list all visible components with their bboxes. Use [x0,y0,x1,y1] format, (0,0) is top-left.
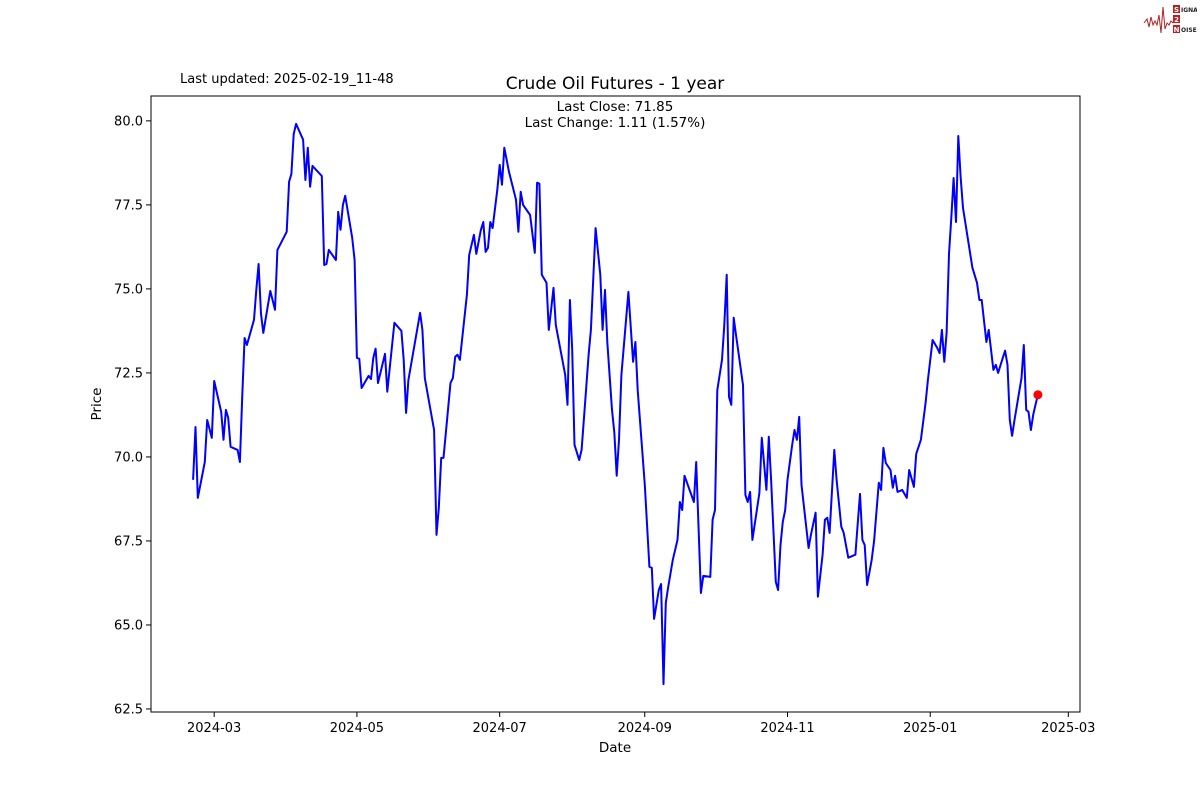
logo-word: OISE [1181,27,1197,34]
y-tick-label: 80.0 [114,114,143,129]
axis-ticks: 2024-03 2024-05 2024-07 2024-09 2024-11 2025-… [114,114,1095,736]
y-tick-label: 65.0 [114,618,143,633]
y-tick-label: 70.0 [114,450,143,465]
last-change-annotation: Last Change: 1.11 (1.57%) [525,115,706,131]
logo-word: IGNAL [1181,7,1197,14]
logo-waveform [1143,6,1174,34]
plot-area-frame [150,95,1081,713]
x-tick-label: 2024-07 [473,721,527,736]
y-tick-label: 77.5 [114,198,143,213]
x-tick-label: 2025-03 [1041,721,1095,736]
x-tick-label: 2024-09 [618,721,672,736]
x-axis-label: Date [599,740,631,756]
price-series-line [192,122,1039,686]
chart-title: Crude Oil Futures - 1 year [506,74,725,94]
logo-letter-box [1173,25,1180,33]
x-tick-label: 2024-11 [760,721,814,736]
logo-letter-box [1173,5,1180,13]
last-updated-label: Last updated: 2025-02-19_11-48 [180,72,394,87]
y-tick-label: 75.0 [114,282,143,297]
x-tick-label: 2025-01 [903,721,957,736]
last-close-annotation: Last Close: 71.85 [557,99,674,115]
y-tick-label: 67.5 [114,534,143,549]
y-tick-label: 72.5 [114,366,143,381]
last-close-marker [1033,390,1043,400]
x-tick-label: 2024-03 [187,721,241,736]
y-axis-label: Price [89,388,105,421]
logo-letter: N [1174,26,1180,34]
logo-letter-box [1173,15,1180,23]
y-tick-label: 62.5 [114,702,143,717]
logo-letter: S [1174,6,1179,14]
x-tick-label: 2024-05 [330,721,384,736]
logo-letter: 2 [1174,16,1179,24]
